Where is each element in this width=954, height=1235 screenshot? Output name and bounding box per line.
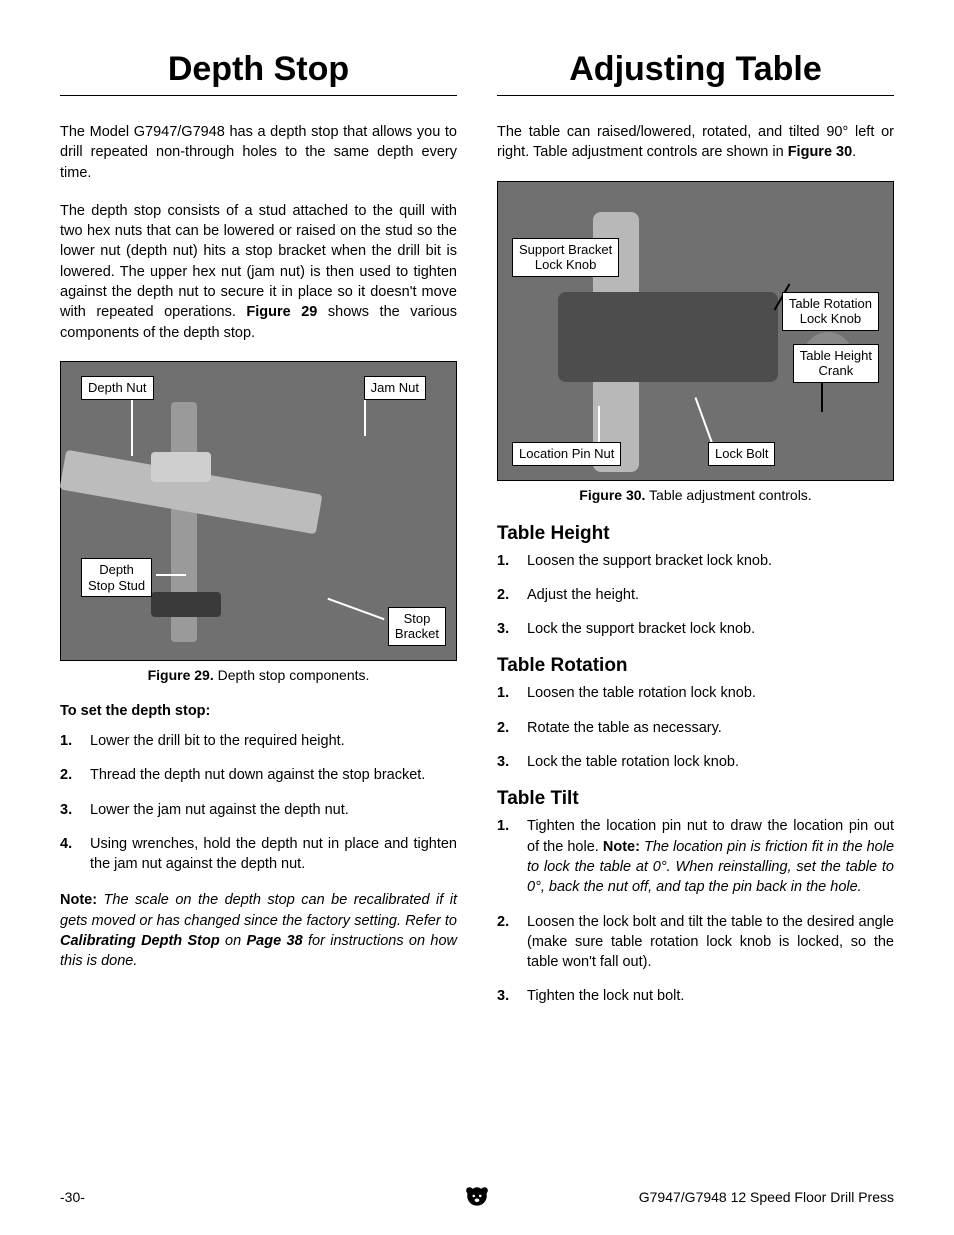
- step-item: Loosen the support bracket lock knob.: [497, 551, 894, 571]
- step-item: Tighten the lock nut bolt.: [497, 986, 894, 1006]
- table-rotation-heading: Table Rotation: [497, 655, 894, 677]
- step-item: Loosen the table rotation lock knob.: [497, 683, 894, 703]
- table-tilt-heading: Table Tilt: [497, 788, 894, 810]
- set-depth-stop-heading: To set the depth stop:: [60, 703, 457, 719]
- footer-model-text: G7947/G7948 12 Speed Floor Drill Press: [639, 1189, 894, 1205]
- depth-stop-title: Depth Stop: [60, 50, 457, 96]
- text-span: .: [852, 144, 856, 160]
- page-footer: -30- G7947/G7948 12 Speed Floor Drill Pr…: [60, 1189, 894, 1205]
- label-table-height-crank: Table Height Crank: [793, 344, 879, 383]
- text-span: The depth stop consists of a stud attach…: [60, 203, 457, 320]
- step-item: Rotate the table as necessary.: [497, 718, 894, 738]
- note-lead: Note:: [603, 839, 640, 855]
- figure-ref: Figure 29: [246, 304, 317, 320]
- caption-bold: Figure 29.: [148, 667, 214, 683]
- figure-29-caption: Figure 29. Depth stop components.: [60, 667, 457, 683]
- depth-stop-steps: Lower the drill bit to the required heig…: [60, 731, 457, 874]
- two-column-layout: Depth Stop The Model G7947/G7948 has a d…: [60, 50, 894, 1023]
- figure-30: Support Bracket Lock Knob Table Rotation…: [497, 181, 894, 481]
- figure-ref: Figure 30: [788, 144, 852, 160]
- figure-30-caption: Figure 30. Table adjustment controls.: [497, 487, 894, 503]
- depth-stop-intro-2: The depth stop consists of a stud attach…: [60, 201, 457, 343]
- adjusting-table-intro: The table can raised/lowered, rotated, a…: [497, 122, 894, 163]
- table-height-heading: Table Height: [497, 523, 894, 545]
- label-depth-stop-stud: Depth Stop Stud: [81, 558, 152, 597]
- caption-text: Table adjustment controls.: [645, 487, 811, 503]
- step-item: Lower the drill bit to the required heig…: [60, 731, 457, 751]
- bear-logo-icon: [464, 1184, 490, 1210]
- figure-29: Depth Nut Jam Nut Depth Stop Stud Stop B…: [60, 361, 457, 661]
- label-support-bracket-lock-knob: Support Bracket Lock Knob: [512, 238, 619, 277]
- table-height-steps: Loosen the support bracket lock knob. Ad…: [497, 551, 894, 640]
- label-lock-bolt: Lock Bolt: [708, 442, 775, 466]
- depth-stop-intro-1: The Model G7947/G7948 has a depth stop t…: [60, 122, 457, 183]
- step-item: Tighten the location pin nut to draw the…: [497, 816, 894, 897]
- label-table-rotation-lock-knob: Table Rotation Lock Knob: [782, 292, 879, 331]
- step-item: Loosen the lock bolt and tilt the table …: [497, 912, 894, 973]
- depth-stop-note: Note: The scale on the depth stop can be…: [60, 890, 457, 971]
- table-rotation-steps: Loosen the table rotation lock knob. Rot…: [497, 683, 894, 772]
- table-tilt-steps: Tighten the location pin nut to draw the…: [497, 816, 894, 1006]
- note-page-ref: Page 38: [247, 933, 303, 949]
- step-item: Lower the jam nut against the depth nut.: [60, 800, 457, 820]
- caption-text: Depth stop components.: [214, 667, 370, 683]
- right-column: Adjusting Table The table can raised/low…: [497, 50, 894, 1023]
- step-item: Lock the support bracket lock knob.: [497, 619, 894, 639]
- step-item: Thread the depth nut down against the st…: [60, 765, 457, 785]
- label-location-pin-nut: Location Pin Nut: [512, 442, 621, 466]
- step-item: Using wrenches, hold the depth nut in pl…: [60, 834, 457, 875]
- step-item: Lock the table rotation lock knob.: [497, 752, 894, 772]
- label-stop-bracket: Stop Bracket: [388, 607, 446, 646]
- label-jam-nut: Jam Nut: [364, 376, 426, 400]
- label-depth-nut: Depth Nut: [81, 376, 154, 400]
- caption-bold: Figure 30.: [579, 487, 645, 503]
- left-column: Depth Stop The Model G7947/G7948 has a d…: [60, 50, 457, 1023]
- step-item: Adjust the height.: [497, 585, 894, 605]
- footer-page-number: -30-: [60, 1189, 85, 1205]
- note-body: The scale on the depth stop can be recal…: [60, 892, 457, 928]
- note-lead: Note:: [60, 892, 97, 908]
- adjusting-table-title: Adjusting Table: [497, 50, 894, 96]
- note-body: on: [220, 933, 247, 949]
- note-ref: Calibrating Depth Stop: [60, 933, 220, 949]
